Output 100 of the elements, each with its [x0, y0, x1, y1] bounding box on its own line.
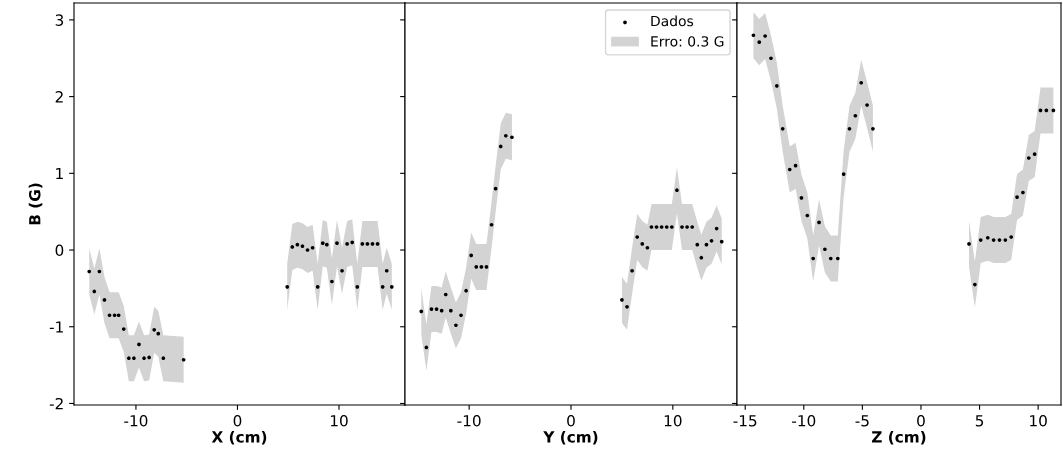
point [429, 307, 434, 311]
point [380, 285, 385, 289]
point [780, 126, 785, 131]
x-axis-title: Z (cm) [872, 430, 926, 445]
point [107, 313, 112, 318]
point [305, 248, 310, 252]
point [92, 289, 97, 294]
point [805, 213, 810, 218]
point [142, 356, 146, 361]
point [464, 288, 468, 293]
point [459, 313, 463, 318]
point [847, 126, 852, 131]
point [811, 256, 815, 261]
point [419, 309, 424, 314]
point [620, 298, 624, 302]
point [991, 238, 996, 242]
y-tick-label: -1 [49, 321, 63, 333]
point [132, 356, 136, 361]
point [102, 298, 107, 302]
point [751, 33, 756, 38]
point [719, 239, 724, 244]
point [300, 244, 305, 249]
point [985, 235, 990, 240]
y-tick-label: -2 [49, 397, 63, 410]
point [137, 342, 141, 347]
point [640, 242, 645, 246]
point [669, 225, 674, 229]
point [695, 242, 700, 247]
point [828, 256, 833, 261]
point [87, 269, 92, 274]
point [817, 220, 821, 225]
point [345, 242, 349, 246]
point [389, 285, 394, 289]
annotation: Erro: 0.3 G [651, 36, 724, 47]
point [503, 133, 508, 138]
point [112, 313, 117, 318]
point [156, 331, 161, 336]
point [384, 268, 389, 273]
point [510, 135, 514, 140]
point [1015, 195, 1019, 199]
x-tick-label: -15 [733, 415, 757, 427]
point [454, 323, 458, 328]
point [675, 188, 679, 193]
point [841, 172, 846, 176]
point [126, 356, 131, 361]
point [290, 245, 295, 249]
y-tick-label: 2 [55, 91, 63, 103]
point [664, 225, 669, 229]
point [865, 103, 869, 107]
point [649, 225, 654, 229]
point [315, 285, 320, 289]
point [498, 144, 503, 149]
point [1009, 235, 1014, 239]
point [448, 308, 453, 313]
point [799, 196, 804, 200]
point [787, 167, 792, 172]
point [121, 327, 126, 331]
point [181, 357, 186, 362]
point [685, 225, 689, 229]
y-axis-title: B (G) [28, 183, 43, 225]
point [375, 242, 380, 246]
point [443, 292, 448, 297]
point [1021, 190, 1025, 195]
point [978, 238, 983, 242]
x-tick-label: -10 [457, 414, 481, 427]
point [859, 80, 864, 85]
point [625, 304, 629, 309]
x-tick-label: -5 [855, 415, 869, 427]
point [709, 238, 714, 243]
point [769, 56, 773, 61]
point [469, 253, 474, 258]
x-axis-title: X (cm) [211, 430, 267, 445]
point [853, 113, 858, 118]
point [152, 327, 157, 332]
point [335, 241, 339, 245]
point [474, 265, 479, 269]
y-tick-label: 0 [55, 244, 64, 257]
x-tick-label: 10 [330, 414, 348, 427]
point [310, 245, 315, 250]
point [484, 265, 489, 269]
x-tick-label: 10 [1030, 414, 1047, 427]
point [340, 268, 344, 273]
point [997, 238, 1002, 242]
point [967, 242, 971, 246]
x-tick-label: 0 [917, 414, 925, 427]
point [763, 34, 767, 38]
y-tick-label: 3 [55, 14, 64, 26]
point [479, 265, 484, 269]
point [645, 245, 650, 250]
x-tick-label: -10 [124, 414, 148, 427]
point [757, 40, 762, 44]
point [835, 256, 840, 261]
x-tick-label: 0 [567, 414, 575, 427]
point [635, 235, 640, 239]
x-tick-label: 5 [975, 415, 984, 427]
point [116, 313, 121, 318]
point [147, 355, 151, 360]
point [489, 222, 494, 227]
point [324, 242, 329, 247]
point [973, 282, 977, 287]
